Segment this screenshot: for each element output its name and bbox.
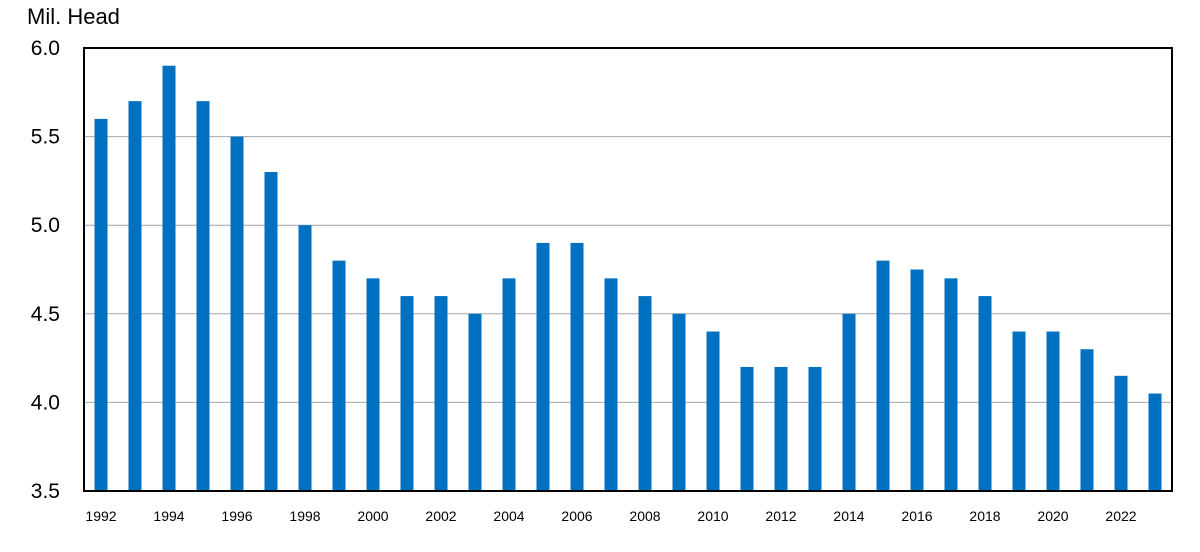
x-tick-label: 2016 (901, 508, 932, 524)
y-tick-label: 4.5 (31, 303, 60, 326)
x-tick-label: 1998 (289, 508, 320, 524)
bar-2005 (536, 242, 550, 491)
x-tick-label: 2008 (629, 508, 660, 524)
y-axis-label: Mil. Head (27, 4, 120, 29)
bar-2018 (978, 296, 992, 491)
x-tick-label: 1992 (85, 508, 116, 524)
bar-1993 (128, 101, 142, 491)
bar-2003 (468, 313, 482, 491)
bar-2020 (1046, 331, 1060, 491)
bar-1997 (264, 172, 278, 492)
y-tick-labels: 3.5 4.0 4.5 5.0 5.5 6.0 (31, 37, 60, 503)
x-tick-label: 1996 (221, 508, 252, 524)
x-tick-label: 2014 (833, 508, 864, 524)
x-tick-label: 2012 (765, 508, 796, 524)
bar-2006 (570, 242, 584, 491)
bar-2000 (366, 278, 380, 491)
x-tick-labels: 1992 1994 1996 1998 2000 2002 2004 2006 2008 2010… (85, 508, 1136, 524)
x-tick-label: 2002 (425, 508, 456, 524)
bar-2023 (1148, 393, 1162, 491)
x-tick-label: 2010 (697, 508, 728, 524)
bar-2008 (638, 296, 652, 491)
bar-2019 (1012, 331, 1026, 491)
gridlines (84, 136, 1172, 403)
bar-1992 (94, 118, 108, 491)
x-tick-label: 2004 (493, 508, 524, 524)
bar-2012 (774, 366, 788, 491)
bar-2002 (434, 296, 448, 491)
bar-2010 (706, 331, 720, 491)
bar-2011 (740, 366, 754, 491)
bar-1994 (162, 65, 176, 491)
bars (94, 65, 1162, 492)
bar-1998 (298, 225, 312, 491)
x-tick-label: 2006 (561, 508, 592, 524)
bar-2013 (808, 366, 822, 491)
y-tick-label: 5.5 (31, 126, 60, 149)
bar-1996 (230, 136, 244, 491)
y-tick-label: 5.0 (31, 214, 60, 237)
bar-2004 (502, 278, 516, 491)
y-tick-label: 3.5 (31, 480, 60, 503)
x-tick-label: 2018 (969, 508, 1000, 524)
bar-1999 (332, 260, 346, 491)
y-tick-label: 6.0 (31, 37, 60, 60)
bar-2007 (604, 278, 618, 491)
bar-2021 (1080, 349, 1094, 491)
bar-2015 (876, 260, 890, 491)
x-tick-label: 2022 (1105, 508, 1136, 524)
plot-frame (83, 47, 1173, 492)
y-tick-label: 4.0 (31, 391, 60, 414)
bar-2001 (400, 296, 414, 491)
bar-1995 (196, 101, 210, 491)
bar-2009 (672, 313, 686, 491)
x-tick-label: 2020 (1037, 508, 1068, 524)
x-tick-label: 1994 (153, 508, 184, 524)
bar-2022 (1114, 375, 1128, 491)
bar-2017 (944, 278, 958, 491)
x-tick-label: 2000 (357, 508, 388, 524)
bar-2014 (842, 313, 856, 491)
bar-2016 (910, 269, 924, 491)
